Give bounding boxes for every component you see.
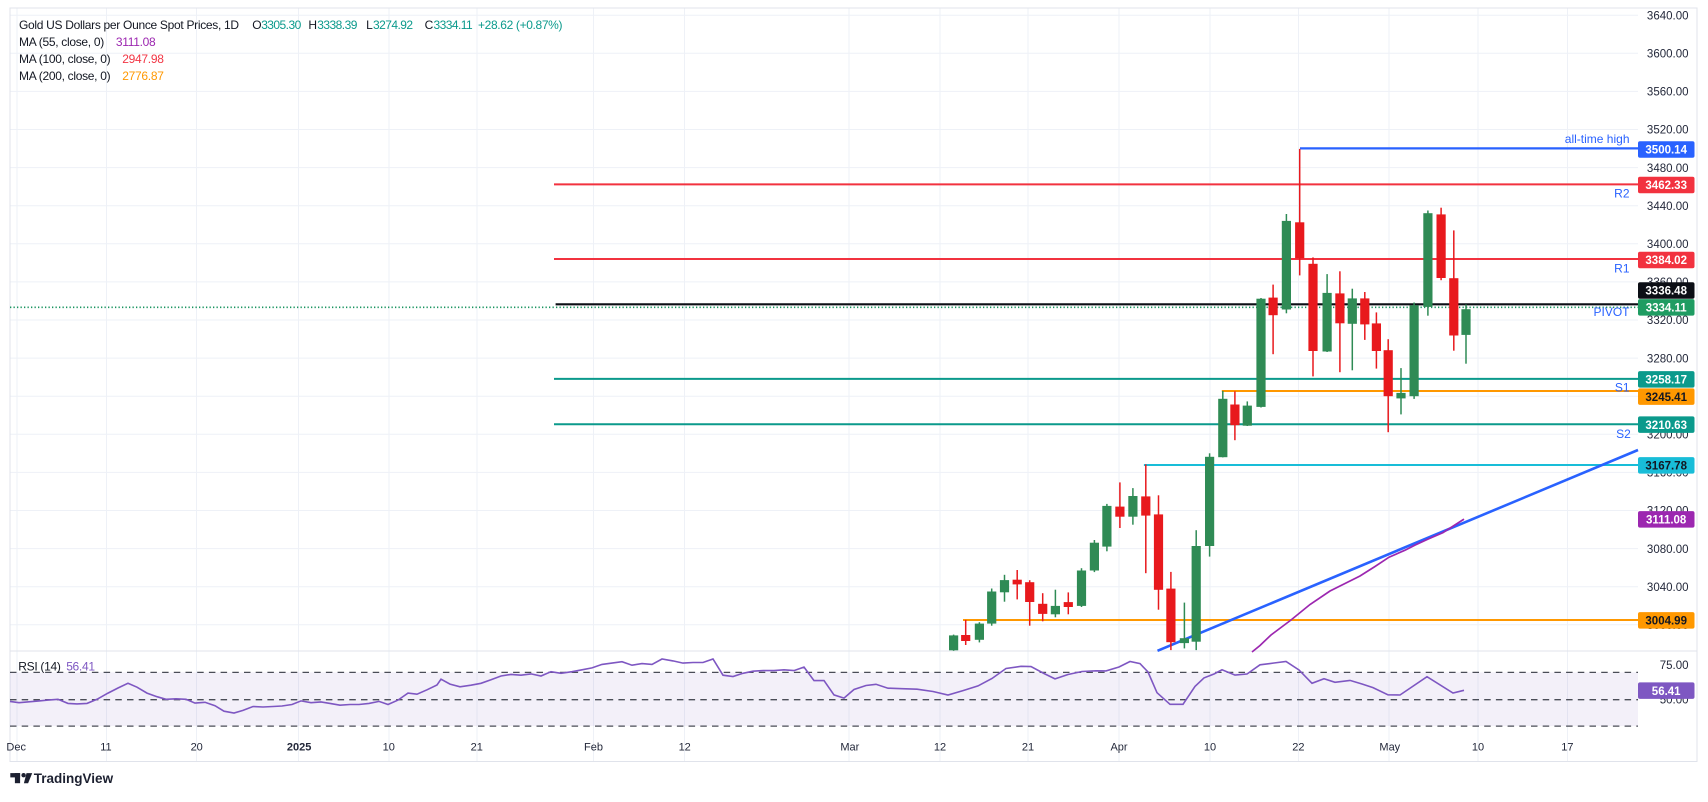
svg-text:10: 10: [383, 742, 395, 754]
svg-text:3462.33: 3462.33: [1645, 180, 1687, 192]
svg-text:20: 20: [191, 742, 203, 754]
svg-text:11: 11: [100, 742, 111, 754]
svg-text:3334.11: 3334.11: [1646, 303, 1688, 315]
svg-text:3245.41: 3245.41: [1645, 392, 1687, 404]
svg-text:3336.48: 3336.48: [1645, 286, 1687, 298]
svg-text:R1: R1: [1614, 262, 1630, 276]
svg-text:3500.14: 3500.14: [1645, 145, 1687, 157]
svg-text:3320.00: 3320.00: [1647, 315, 1689, 327]
svg-text:3111.08: 3111.08: [1646, 515, 1687, 527]
svg-text:2025: 2025: [287, 742, 311, 754]
svg-text:3334.11: 3334.11: [434, 18, 474, 32]
svg-text:3640.00: 3640.00: [1647, 10, 1689, 22]
svg-text:3258.17: 3258.17: [1645, 375, 1687, 387]
svg-text:3600.00: 3600.00: [1647, 49, 1689, 61]
svg-text:3280.00: 3280.00: [1647, 353, 1689, 365]
svg-text:PIVOT: PIVOT: [1593, 305, 1630, 319]
svg-text:R2: R2: [1614, 186, 1630, 200]
svg-text:56.41: 56.41: [66, 660, 95, 674]
svg-text:2947.98: 2947.98: [122, 52, 164, 66]
svg-text:S1: S1: [1615, 381, 1630, 395]
svg-text:MA (100, close, 0): MA (100, close, 0): [19, 52, 111, 66]
svg-text:RSI (14): RSI (14): [18, 660, 61, 674]
svg-text:all-time high: all-time high: [1565, 132, 1630, 146]
svg-text:3111.08: 3111.08: [116, 35, 156, 49]
svg-text:MA (200, close, 0): MA (200, close, 0): [19, 69, 111, 83]
svg-text:10: 10: [1204, 742, 1216, 754]
svg-text:TradingView: TradingView: [34, 771, 114, 786]
svg-text:3560.00: 3560.00: [1647, 87, 1689, 99]
svg-text:O: O: [252, 18, 261, 32]
svg-text:Gold US Dollars per Ounce Spot: Gold US Dollars per Ounce Spot Prices, 1…: [19, 18, 239, 32]
svg-text:Mar: Mar: [840, 742, 859, 754]
svg-text:3040.00: 3040.00: [1647, 582, 1689, 594]
svg-text:17: 17: [1561, 742, 1573, 754]
svg-text:22: 22: [1292, 742, 1304, 754]
svg-text:12: 12: [934, 742, 946, 754]
svg-text:3305.30: 3305.30: [261, 18, 301, 32]
svg-text:3274.92: 3274.92: [373, 18, 413, 32]
svg-text:21: 21: [1022, 742, 1034, 754]
svg-text:3384.02: 3384.02: [1645, 255, 1687, 267]
svg-text:3520.00: 3520.00: [1647, 125, 1689, 137]
svg-text:Feb: Feb: [584, 742, 603, 754]
svg-text:+28.62 (+0.87%): +28.62 (+0.87%): [478, 18, 563, 32]
svg-text:3004.99: 3004.99: [1645, 616, 1687, 628]
svg-text:3440.00: 3440.00: [1647, 201, 1689, 213]
svg-text:3167.78: 3167.78: [1645, 461, 1687, 473]
svg-text:Apr: Apr: [1110, 742, 1127, 754]
svg-text:H: H: [308, 18, 316, 32]
svg-text:S2: S2: [1616, 427, 1631, 441]
svg-text:2776.87: 2776.87: [122, 69, 164, 83]
svg-text:3338.39: 3338.39: [317, 18, 357, 32]
svg-text:75.00: 75.00: [1660, 660, 1689, 672]
svg-text:12: 12: [679, 742, 691, 754]
svg-text:L: L: [366, 18, 373, 32]
svg-text:C: C: [425, 18, 434, 32]
svg-text:MA (55, close, 0): MA (55, close, 0): [19, 35, 104, 49]
svg-text:3480.00: 3480.00: [1647, 163, 1689, 175]
svg-text:21: 21: [471, 742, 483, 754]
svg-text:10: 10: [1472, 742, 1484, 754]
svg-text:56.41: 56.41: [1652, 686, 1681, 698]
svg-text:Dec: Dec: [6, 742, 26, 754]
svg-text:May: May: [1379, 742, 1400, 754]
svg-text:3400.00: 3400.00: [1647, 239, 1689, 251]
svg-text:3210.63: 3210.63: [1645, 420, 1687, 432]
svg-text:3080.00: 3080.00: [1647, 544, 1689, 556]
